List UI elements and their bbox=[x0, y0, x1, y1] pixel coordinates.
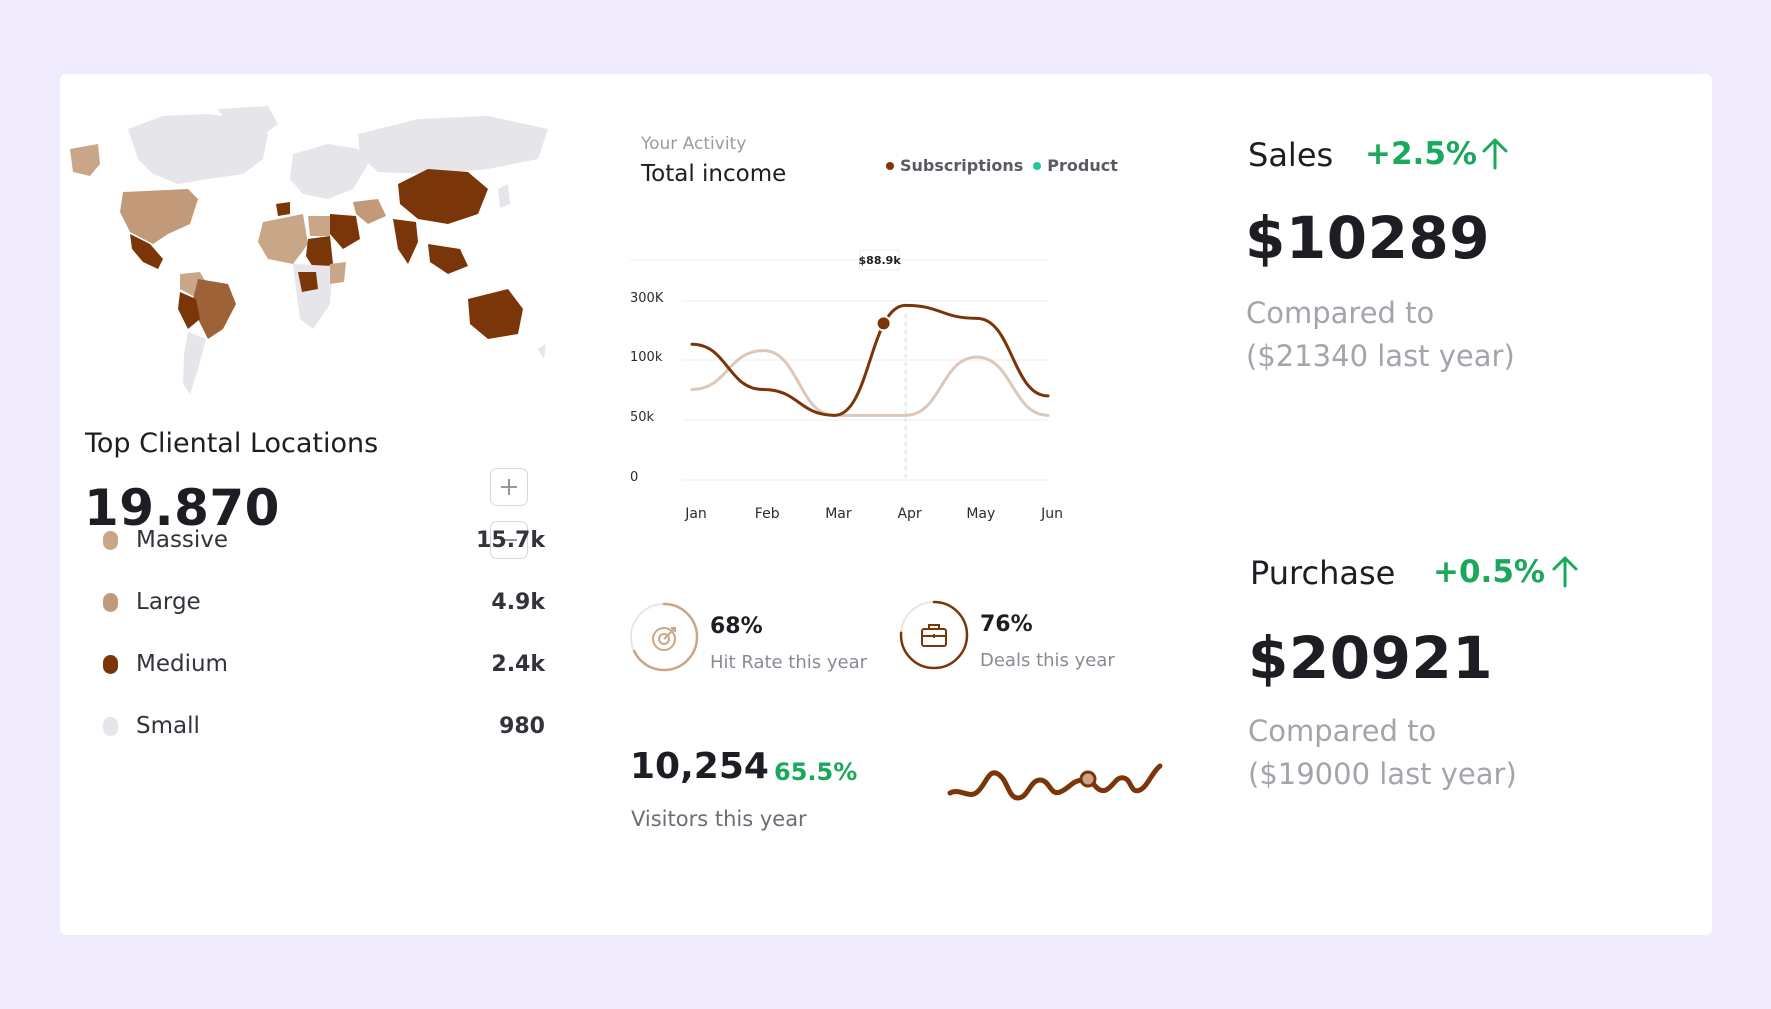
sales-compare: Compared to ($21340 last year) bbox=[1246, 292, 1515, 378]
legend-value: 4.9k bbox=[491, 589, 545, 615]
y-tick-label: 50k bbox=[630, 410, 655, 425]
legend-label: Medium bbox=[136, 651, 228, 677]
legend-product[interactable]: Product bbox=[1047, 156, 1118, 175]
map-region-egypt[interactable] bbox=[308, 216, 330, 236]
map-region-mexico[interactable] bbox=[130, 234, 163, 269]
x-tick-label: May bbox=[966, 506, 995, 522]
purchase-compare-line1: Compared to bbox=[1248, 714, 1437, 748]
purchase-compare-line2: ($19000 last year) bbox=[1248, 757, 1517, 791]
legend-value: 15.7k bbox=[476, 527, 545, 553]
legend-dot-subscriptions bbox=[886, 161, 894, 170]
x-tick-label: Mar bbox=[825, 506, 852, 522]
sales-compare-line2: ($21340 last year) bbox=[1246, 339, 1515, 373]
x-tick-label: Feb bbox=[755, 506, 780, 522]
x-tick-label: Jun bbox=[1040, 506, 1063, 522]
map-region-china[interactable] bbox=[398, 169, 488, 224]
map-region-iran[interactable] bbox=[353, 199, 386, 224]
visitors-change: 65.5% bbox=[774, 758, 858, 786]
sales-change: +2.5% bbox=[1365, 136, 1477, 172]
legend-label: Large bbox=[136, 589, 201, 615]
y-tick-label: 100k bbox=[630, 350, 663, 365]
x-tick-label: Apr bbox=[897, 506, 921, 522]
purchase-compare: Compared to ($19000 last year) bbox=[1248, 710, 1517, 796]
legend-row-massive: Massive 15.7k bbox=[103, 523, 545, 557]
arrow-up-icon bbox=[1482, 138, 1508, 170]
legend-dot bbox=[103, 592, 118, 612]
map-region-saudi-arabia[interactable] bbox=[330, 214, 360, 249]
hit-rate-label: Hit Rate this year bbox=[710, 652, 868, 673]
chart-title: Total income bbox=[641, 161, 787, 187]
chart-legend: Subscriptions Product bbox=[886, 156, 1118, 175]
map-region-japan[interactable] bbox=[498, 184, 510, 208]
locations-title: Top Cliental Locations bbox=[85, 428, 379, 459]
briefcase-icon bbox=[921, 624, 947, 647]
legend-row-small: Small 980 bbox=[103, 709, 545, 743]
dashboard-card: Top Cliental Locations 19.870 Massive 15… bbox=[60, 74, 1712, 935]
purchase-change: +0.5% bbox=[1433, 554, 1545, 590]
map-region-sudan[interactable] bbox=[306, 236, 333, 272]
hit-rate-ring bbox=[629, 602, 699, 672]
minus-icon bbox=[501, 539, 517, 541]
map-region-india[interactable] bbox=[393, 219, 418, 264]
map-region-brazil[interactable] bbox=[193, 279, 236, 339]
sales-label: Sales bbox=[1248, 136, 1334, 174]
income-chart[interactable]: 0 50k 100k 300K Jan Feb Mar Apr May Jun $88.9k bbox=[630, 194, 1190, 594]
series-line-subscriptions bbox=[690, 303, 1050, 417]
series-line-product bbox=[690, 349, 1050, 417]
map-region-usa[interactable] bbox=[120, 189, 198, 244]
purchase-label: Purchase bbox=[1250, 554, 1396, 592]
legend-dot bbox=[103, 530, 118, 550]
map-region-new-zealand[interactable] bbox=[538, 344, 546, 359]
legend-row-medium: Medium 2.4k bbox=[103, 647, 545, 681]
map-region-argentina[interactable] bbox=[183, 332, 206, 394]
locations-total: 19.870 bbox=[84, 479, 280, 537]
legend-value: 980 bbox=[499, 713, 545, 739]
legend-dot bbox=[103, 654, 118, 674]
visitors-sparkline bbox=[947, 763, 1163, 801]
visitors-label: Visitors this year bbox=[631, 807, 807, 831]
legend-row-large: Large 4.9k bbox=[103, 585, 545, 619]
world-map[interactable] bbox=[68, 104, 568, 404]
arrow-up-icon bbox=[1552, 556, 1578, 588]
map-region-peru[interactable] bbox=[178, 292, 200, 329]
map-region-alaska[interactable] bbox=[70, 144, 100, 176]
y-tick-label: 300K bbox=[630, 291, 664, 306]
sales-value: $10289 bbox=[1245, 204, 1491, 272]
sales-compare-line1: Compared to bbox=[1246, 296, 1435, 330]
map-region-russia[interactable] bbox=[358, 116, 548, 174]
hit-rate-percent: 68% bbox=[710, 614, 763, 639]
tooltip-label: $88.9k bbox=[859, 254, 902, 267]
legend-value: 2.4k bbox=[491, 651, 545, 677]
visitors-value: 10,254 bbox=[630, 746, 769, 787]
legend-dot-product bbox=[1033, 161, 1042, 170]
y-tick-label: 0 bbox=[630, 470, 638, 485]
map-region-libya[interactable] bbox=[276, 202, 290, 216]
deals-label: Deals this year bbox=[980, 650, 1115, 671]
deals-ring bbox=[899, 600, 969, 670]
zoom-out-button[interactable] bbox=[490, 521, 528, 559]
highlight-point bbox=[875, 315, 892, 332]
plus-icon bbox=[501, 479, 517, 495]
legend-subscriptions[interactable]: Subscriptions bbox=[900, 156, 1024, 175]
x-tick-label: Jan bbox=[684, 506, 707, 522]
target-icon bbox=[652, 627, 676, 651]
purchase-value: $20921 bbox=[1248, 624, 1494, 692]
map-region-kenya[interactable] bbox=[330, 262, 346, 284]
legend-label: Small bbox=[136, 713, 200, 739]
map-region-greenland[interactable] bbox=[218, 106, 278, 139]
tooltip-box bbox=[859, 249, 901, 271]
zoom-in-button[interactable] bbox=[490, 468, 528, 506]
map-region-west-africa[interactable] bbox=[258, 214, 308, 264]
chart-subtitle: Your Activity bbox=[641, 134, 747, 154]
map-region-australia[interactable] bbox=[468, 289, 523, 339]
legend-label: Massive bbox=[136, 527, 229, 553]
map-region-europe[interactable] bbox=[290, 144, 368, 199]
deals-percent: 76% bbox=[980, 612, 1033, 637]
map-region-congo[interactable] bbox=[298, 272, 318, 292]
map-region-southeast-asia[interactable] bbox=[428, 244, 468, 274]
legend-dot bbox=[103, 716, 118, 736]
